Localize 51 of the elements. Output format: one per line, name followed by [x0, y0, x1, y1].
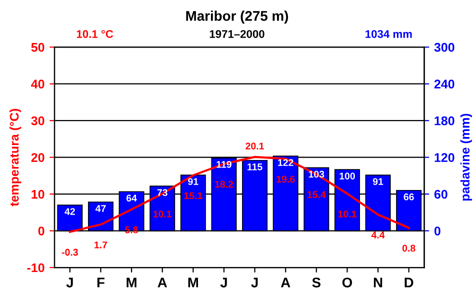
data-label: 122: [278, 159, 294, 166]
data-label: 91: [188, 178, 198, 185]
y-axis-title: temperatura (°C): [10, 108, 22, 206]
data-label: 10.1: [338, 210, 356, 218]
x-tick-label: O: [342, 278, 352, 288]
y2-tick-label: 60: [434, 190, 448, 199]
data-label: 10.1: [153, 210, 172, 218]
x-tick-label: M: [188, 278, 198, 288]
y2-axis-title: padavine (mm): [460, 114, 472, 201]
chart-title: Maribor (275 m): [186, 10, 288, 24]
y2-tick-label: 300: [434, 42, 454, 52]
data-label: 64: [126, 194, 137, 202]
data-label: 4.4: [371, 232, 385, 238]
data-label: 15.1: [184, 192, 202, 200]
data-label: 47: [95, 205, 106, 212]
y-tick-label: 10: [32, 190, 44, 199]
x-tick-label: J: [220, 278, 227, 288]
x-tick-label: D: [404, 278, 414, 288]
data-label: 20.1: [246, 142, 264, 150]
x-tick-label: A: [280, 278, 290, 288]
y2-tick-label: 120: [434, 153, 454, 162]
y-tick-label: 40: [31, 80, 44, 89]
y-tick-label: 0: [38, 226, 44, 236]
x-tick-label: J: [66, 278, 73, 288]
data-label: 0.8: [402, 244, 416, 252]
y2-tick-label: 240: [434, 80, 454, 89]
data-label: 91: [372, 178, 384, 185]
x-tick-label: J: [251, 278, 258, 288]
data-label: 42: [64, 208, 75, 215]
data-label: 1.7: [94, 242, 108, 248]
x-tick-label: M: [126, 278, 136, 288]
text: 10.1 °C: [76, 30, 114, 38]
data-label: 100: [340, 172, 355, 180]
data-label: 18.2: [215, 180, 234, 188]
data-label: 66: [404, 193, 414, 200]
y2-tick-label: 0: [434, 226, 440, 236]
y-tick-label: 50: [31, 42, 44, 52]
x-tick-label: F: [97, 278, 104, 288]
y-tick-label: 20: [31, 153, 44, 162]
data-label: -0.3: [62, 248, 78, 256]
y-tick-label: 30: [31, 116, 44, 126]
y-tick-label: -10: [27, 263, 44, 272]
x-tick-label: N: [374, 278, 382, 288]
data-label: 19.6: [276, 176, 295, 183]
text: 1971–2000: [210, 30, 264, 38]
x-tick-label: S: [312, 278, 320, 288]
data-label: 115: [248, 164, 262, 170]
y2-tick-label: 180: [434, 116, 454, 126]
x-tick-label: A: [158, 278, 167, 288]
text: 1034 mm: [366, 30, 412, 38]
data-label: 15.4: [308, 191, 326, 198]
